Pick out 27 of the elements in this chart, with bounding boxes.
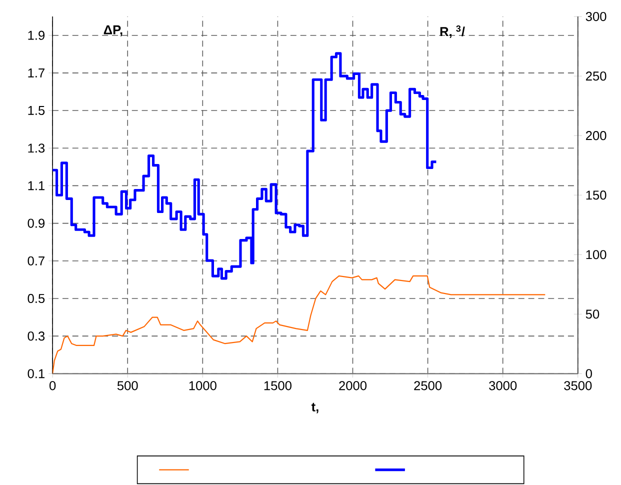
- x-tick-label: 0: [49, 381, 56, 390]
- x-tick-label: 500: [117, 381, 138, 390]
- x-tick-label: 3500: [564, 381, 592, 390]
- x-tick-label: 3000: [489, 381, 517, 390]
- y2-tick-label: 0: [586, 369, 592, 378]
- y-tick-label: 1.5: [28, 106, 45, 116]
- y2-tick-label: 300: [586, 12, 606, 22]
- y2-tick-label: 100: [586, 250, 606, 260]
- x-tick-label: 1000: [189, 381, 216, 390]
- y2-tick-label: 50: [586, 310, 600, 319]
- y2-tick-label: 200: [586, 131, 606, 140]
- y-tick-label: 0.5: [28, 294, 45, 304]
- x-tick-label: 2500: [414, 381, 442, 390]
- y-tick-label: 0.7: [28, 256, 44, 266]
- x-axis-title: t,: [311, 403, 318, 414]
- y2-tick-label: 150: [586, 190, 606, 200]
- y-tick-label: 0.3: [28, 332, 45, 341]
- y-tick-label: 1.3: [28, 144, 45, 153]
- y-tick-label: 1.7: [28, 68, 44, 78]
- y-tick-label: 1.9: [28, 30, 45, 40]
- y-axis-title: ΔP,: [104, 26, 122, 36]
- y-tick-label: 1.1: [28, 181, 44, 190]
- y-tick-label: 0.1: [28, 369, 44, 378]
- y2-tick-label: 250: [586, 72, 606, 81]
- x-tick-label: 1500: [264, 381, 292, 390]
- x-tick-label: 2000: [339, 381, 367, 390]
- y-tick-label: 0.9: [28, 218, 45, 228]
